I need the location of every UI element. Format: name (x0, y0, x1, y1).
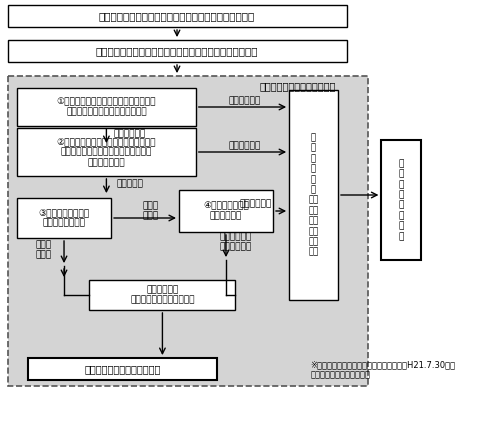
FancyBboxPatch shape (8, 76, 367, 386)
Text: 飲用井戸なし: 飲用井戸なし (114, 129, 146, 138)
Text: 飲用井戸発見: 飲用井戸発見 (240, 200, 272, 208)
FancyBboxPatch shape (179, 190, 273, 232)
Text: ③土地周辺における
上水道整備の有無: ③土地周辺における 上水道整備の有無 (38, 208, 89, 228)
Text: 上水道
整備済: 上水道 整備済 (36, 240, 52, 260)
Text: 飲用井戸なし
又は調査拒否: 飲用井戸なし 又は調査拒否 (219, 232, 251, 252)
Text: 飲用井戸なし
（健康被害のおそれなし）: 飲用井戸なし （健康被害のおそれなし） (130, 285, 194, 305)
FancyBboxPatch shape (17, 128, 195, 176)
Text: ※「土壌汚染対策法の一部改正について（H21.7.30）」
　　説明会資料を一部修正: ※「土壌汚染対策法の一部改正について（H21.7.30）」 説明会資料を一部修正 (310, 360, 455, 380)
Text: 要
措
置
区
域
に
指
定: 要 措 置 区 域 に 指 定 (397, 159, 403, 241)
Text: 土地所有者等から土壌汚染状況調査の結果の報告を受領: 土地所有者等から土壌汚染状況調査の結果の報告を受領 (99, 11, 254, 21)
FancyBboxPatch shape (89, 280, 235, 310)
Text: 飲
用
井
戸
あ
り
（健
康被
害の
おそ
れあ
り）: 飲 用 井 戸 あ り （健 康被 害の おそ れあ り） (308, 133, 318, 256)
Text: ④戸別訪問、立入
調査等を実施: ④戸別訪問、立入 調査等を実施 (203, 201, 248, 221)
Text: 申告者なし: 申告者なし (116, 180, 143, 188)
Text: 形質変更時要届出区域に指定: 形質変更時要届出区域に指定 (84, 364, 160, 374)
FancyBboxPatch shape (17, 88, 195, 126)
FancyBboxPatch shape (381, 140, 420, 260)
Text: 飲用井戸あり: 飲用井戸あり (228, 141, 260, 151)
Text: 【地下水の利用状況の調査】: 【地下水の利用状況の調査】 (259, 81, 335, 91)
Text: ②土地周辺の調査（例：近隣住民用の回
覧板等を用いて飲用井戸が有る場合に
は申告を依頼）: ②土地周辺の調査（例：近隣住民用の回 覧板等を用いて飲用井戸が有る場合に は申告… (57, 137, 156, 167)
FancyBboxPatch shape (288, 90, 337, 300)
FancyBboxPatch shape (28, 358, 216, 380)
FancyBboxPatch shape (8, 40, 346, 62)
Text: 上水道
未整備: 上水道 未整備 (142, 201, 158, 221)
Text: 土壌溶出量基準を超過する土壌汚染が存在することを確認: 土壌溶出量基準を超過する土壌汚染が存在することを確認 (96, 46, 258, 56)
FancyBboxPatch shape (8, 5, 346, 27)
Text: 飲用井戸あり: 飲用井戸あり (228, 96, 260, 105)
FancyBboxPatch shape (17, 198, 111, 238)
Text: ①都道府県に保管されている資料により
土地周辺の引用井戸の有無を確認: ①都道府県に保管されている資料により 土地周辺の引用井戸の有無を確認 (57, 97, 156, 117)
